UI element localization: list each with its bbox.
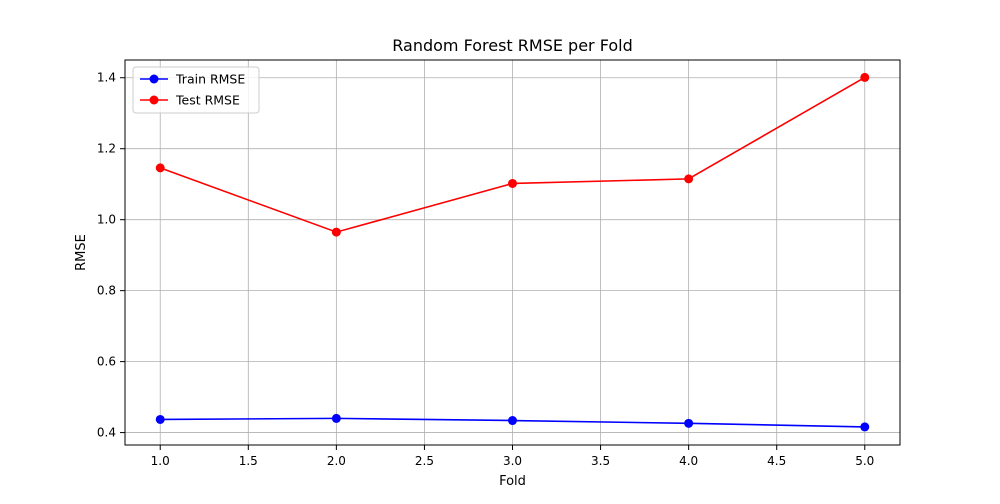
- train-rmse-series: [155, 413, 870, 432]
- x-tick-label: 4.5: [767, 454, 786, 468]
- legend-item-test-rmse: Test RMSE: [140, 93, 240, 108]
- chart-title: Random Forest RMSE per Fold: [392, 36, 632, 55]
- y-tick-label: 0.8: [97, 284, 116, 298]
- x-tick-label: 5.0: [855, 454, 874, 468]
- x-tick-label: 2.0: [327, 454, 346, 468]
- test-rmse-point: [508, 178, 517, 188]
- legend: Train RMSE Test RMSE: [132, 66, 260, 114]
- test-rmse-point: [331, 227, 341, 237]
- legend-label: Test RMSE: [175, 93, 240, 108]
- y-axis-label: RMSE: [74, 234, 89, 271]
- legend-marker: [149, 74, 159, 84]
- legend-label: Train RMSE: [175, 72, 245, 87]
- y-tick-label: 0.6: [97, 355, 116, 369]
- axis-ticks: 1.0 1.5 2.0 2.5 3.0 3.5 4.0 4.5 5.0 0.4 0.6 0.8 1.0 1…: [97, 71, 874, 468]
- train-rmse-point: [508, 416, 517, 426]
- test-rmse-point: [155, 163, 165, 173]
- x-tick-label: 1.5: [239, 454, 258, 468]
- grid-lines: [125, 60, 900, 445]
- legend-item-train-rmse: Train RMSE: [140, 72, 245, 87]
- y-tick-label: 1.4: [97, 71, 116, 85]
- x-tick-label: 3.0: [503, 454, 522, 468]
- train-rmse-point: [155, 414, 165, 424]
- train-rmse-point: [331, 413, 341, 423]
- x-tick-label: 1.0: [151, 454, 170, 468]
- x-tick-label: 3.5: [591, 454, 610, 468]
- y-tick-label: 1.2: [97, 142, 116, 156]
- x-axis-label: Fold: [499, 474, 526, 489]
- y-tick-label: 0.4: [97, 426, 116, 440]
- train-rmse-point: [684, 418, 694, 428]
- train-rmse-point: [860, 422, 870, 432]
- series-layer: [155, 72, 870, 432]
- legend-marker: [149, 95, 159, 105]
- test-rmse-point: [860, 72, 870, 82]
- x-tick-label: 2.5: [415, 454, 434, 468]
- test-rmse-point: [684, 174, 694, 184]
- x-tick-label: 4.0: [679, 454, 698, 468]
- test-rmse-series: [155, 72, 870, 237]
- y-tick-label: 1.0: [97, 213, 116, 227]
